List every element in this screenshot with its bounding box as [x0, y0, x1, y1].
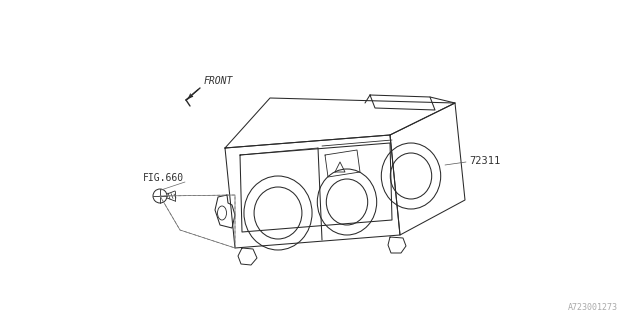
Text: 72311: 72311	[469, 156, 500, 166]
Text: FIG.660: FIG.660	[143, 173, 184, 183]
Text: FRONT: FRONT	[204, 76, 234, 86]
Text: A723001273: A723001273	[568, 303, 618, 312]
